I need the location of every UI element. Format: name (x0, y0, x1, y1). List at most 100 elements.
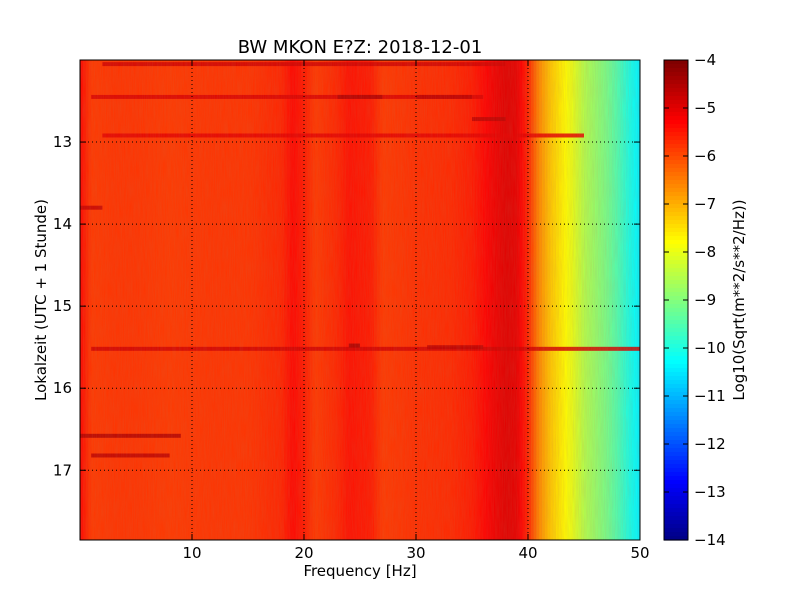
colorbar-tick-label: −6 (694, 147, 716, 165)
colorbar-tick-label: −4 (694, 51, 716, 69)
colorbar-segment (664, 340, 688, 345)
colorbar-segment (664, 428, 688, 433)
colorbar-segment (664, 408, 688, 413)
colorbar-segment (664, 284, 688, 289)
colorbar-segment (664, 88, 688, 93)
colorbar-segment (664, 264, 688, 269)
colorbar-segment (664, 476, 688, 481)
colorbar-segment (664, 68, 688, 73)
y-tick-label: 13 (53, 133, 72, 151)
colorbar-segment (664, 168, 688, 173)
colorbar-segment (664, 516, 688, 521)
colorbar-segment (664, 240, 688, 245)
y-tick-label: 15 (53, 297, 72, 315)
x-axis-ticks: 10 20 30 40 50 (182, 60, 650, 562)
colorbar-label: Log10(Sqrt(m**2/s**2/Hz)) (730, 199, 748, 400)
colorbar-segment (664, 272, 688, 277)
colorbar-segment (664, 96, 688, 101)
colorbar-segment (664, 92, 688, 97)
colorbar-segment (664, 200, 688, 205)
colorbar-segment (664, 448, 688, 453)
colorbar-tick-label: −10 (694, 339, 726, 357)
colorbar-segment (664, 188, 688, 193)
colorbar-segment (664, 108, 688, 113)
colorbar-segment (664, 256, 688, 261)
colorbar-segment (664, 320, 688, 325)
x-tick-label: 50 (630, 544, 649, 562)
colorbar-segment (664, 112, 688, 117)
colorbar-tick-label: −12 (694, 435, 726, 453)
colorbar-segment (664, 140, 688, 145)
colorbar-segment (664, 412, 688, 417)
colorbar: −4 −5 −6 −7 −8 −9 −10 −11 −12 −13 −14 (663, 51, 726, 549)
colorbar-segment (664, 120, 688, 125)
colorbar-segment (664, 232, 688, 237)
spectrogram-plot (80, 60, 640, 540)
colorbar-segment (664, 308, 688, 313)
colorbar-segment (664, 460, 688, 465)
colorbar-segment (664, 248, 688, 253)
colorbar-segment (664, 324, 688, 329)
colorbar-segment (664, 216, 688, 221)
plot-frame (79, 59, 641, 541)
y-tick-label: 16 (53, 379, 72, 397)
colorbar-segment (664, 84, 688, 89)
colorbar-segment (664, 372, 688, 377)
colorbar-segment (664, 392, 688, 397)
colorbar-tick-label: −13 (694, 483, 726, 501)
colorbar-segment (664, 504, 688, 509)
colorbar-segment (664, 480, 688, 485)
colorbar-segment (664, 184, 688, 189)
grid-lines (80, 60, 640, 540)
colorbar-segment (664, 424, 688, 429)
colorbar-tick-label: −9 (694, 291, 716, 309)
colorbar-segment (664, 348, 688, 353)
colorbar-segment (664, 360, 688, 365)
colorbar-segment (664, 300, 688, 305)
colorbar-tick-label: −7 (694, 195, 716, 213)
colorbar-segment (664, 452, 688, 457)
colorbar-segment (664, 468, 688, 473)
colorbar-segment (664, 316, 688, 321)
colorbar-segment (664, 420, 688, 425)
colorbar-segment (664, 76, 688, 81)
colorbar-segment (664, 116, 688, 121)
colorbar-segment (664, 500, 688, 505)
colorbar-segment (664, 432, 688, 437)
colorbar-segment (664, 456, 688, 461)
colorbar-tick-label: −11 (694, 387, 726, 405)
colorbar-segment (664, 196, 688, 201)
colorbar-segment (664, 204, 688, 209)
colorbar-segment (664, 444, 688, 449)
colorbar-segment (664, 472, 688, 477)
colorbar-segment (664, 416, 688, 421)
colorbar-segment (664, 176, 688, 181)
colorbar-segment (664, 192, 688, 197)
colorbar-segment (664, 396, 688, 401)
colorbar-segment (664, 164, 688, 169)
colorbar-segment (664, 368, 688, 373)
colorbar-segment (664, 268, 688, 273)
x-tick-label: 30 (406, 544, 425, 562)
colorbar-segment (664, 280, 688, 285)
colorbar-segment (664, 400, 688, 405)
colorbar-segment (664, 124, 688, 129)
colorbar-segment (664, 356, 688, 361)
colorbar-segment (664, 376, 688, 381)
colorbar-segment (664, 224, 688, 229)
colorbar-segment (664, 132, 688, 137)
colorbar-segment (664, 520, 688, 525)
colorbar-segment (664, 312, 688, 317)
colorbar-segment (664, 440, 688, 445)
x-axis-label: Frequency [Hz] (303, 562, 416, 580)
colorbar-segment (664, 388, 688, 393)
colorbar-segment (664, 492, 688, 497)
y-axis-label: Lokalzeit (UTC + 1 Stunde) (32, 199, 50, 401)
colorbar-segment (664, 404, 688, 409)
colorbar-segment (664, 252, 688, 257)
chart-title: BW MKON E?Z: 2018-12-01 (238, 37, 483, 58)
colorbar-segment (664, 72, 688, 77)
colorbar-segment (664, 80, 688, 85)
colorbar-segment (664, 304, 688, 309)
